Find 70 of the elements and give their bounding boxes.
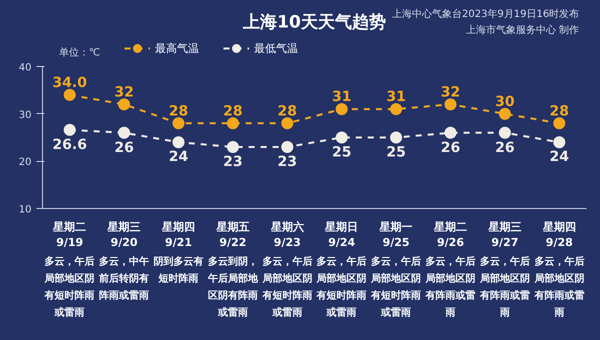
- data-label: 25: [386, 144, 406, 160]
- text: 多云，午后局部地区阴有阵雨或雷雨: [424, 256, 476, 319]
- legend-label: 最高气温: [155, 40, 199, 56]
- data-label: 31: [386, 89, 406, 106]
- data-label: 25: [332, 144, 352, 160]
- x-tick-label: 星期六 9/23: [270, 220, 304, 250]
- data-label: 23: [223, 154, 243, 170]
- point: [172, 117, 184, 130]
- data-label: 30: [495, 94, 515, 110]
- data-label: 26: [440, 140, 460, 156]
- point: [281, 140, 294, 153]
- data-label: 34.0: [52, 74, 88, 91]
- point: [281, 117, 294, 130]
- data-label: 26: [495, 140, 515, 156]
- text: 上海市气象服务中心 制作: [466, 24, 580, 36]
- text: 多云，午后局部地区阴有阵雨或雷雨: [478, 256, 530, 319]
- data-label: 26: [114, 140, 134, 156]
- x-tick-label: 星期三 9/20: [106, 220, 141, 250]
- x-tick-label: 星期三 9/27: [487, 220, 522, 250]
- data-label: 32: [114, 84, 134, 100]
- text: 多云，中午前后转阴有阵雨或雷雨: [98, 256, 150, 302]
- data-label: 26.6: [52, 136, 87, 153]
- point: [226, 117, 239, 130]
- point: [498, 108, 511, 120]
- x-tick-label: 星期二 9/26: [433, 220, 467, 250]
- x-tick-label: 星期二 9/19: [52, 220, 86, 250]
- text: 多云，午后局部地区阴有阵雨或雷雨: [533, 256, 584, 319]
- y-tick-label: 30: [18, 110, 32, 121]
- point: [390, 103, 402, 116]
- point: [118, 98, 130, 110]
- point: [64, 88, 76, 101]
- point: [553, 117, 566, 130]
- text: 多云，午后局部地区阴有短时阵雨或雷雨: [44, 256, 95, 319]
- data-label: 28: [168, 103, 188, 120]
- data-label: 23: [278, 154, 298, 170]
- y-axis-title: 单位：℃: [58, 46, 100, 58]
- point: [444, 98, 456, 110]
- text: 多云，午后局部地区阴有短时阵雨或雷雨: [316, 256, 367, 319]
- x-tick-label: 星期五 9/22: [215, 220, 250, 250]
- point: [336, 103, 348, 116]
- text: 阴到多云有短时阵雨: [154, 256, 204, 285]
- data-label: 28: [550, 103, 570, 120]
- data-label: 32: [440, 84, 460, 100]
- point: [64, 124, 76, 136]
- point: [226, 140, 239, 153]
- text: 上海中心气象台2023年9月19日16时发布: [392, 8, 580, 20]
- text: 多云，午后局部地区阴有短时阵雨或雷雨: [370, 256, 422, 319]
- data-label: 28: [223, 103, 243, 120]
- x-tick-label: 星期四 9/21: [161, 220, 195, 250]
- data-label: 24: [550, 149, 570, 166]
- x-tick-label: 星期日 9/24: [324, 220, 358, 250]
- y-tick-label: 20: [18, 157, 32, 168]
- point: [390, 132, 402, 144]
- x-tick-label: 星期一 9/25: [378, 220, 413, 250]
- y-tick-label: 40: [18, 62, 32, 74]
- point: [444, 126, 456, 139]
- point: [118, 126, 130, 139]
- data-label: 24: [168, 149, 188, 166]
- text: 多云，午后局部地区阴有短时阵雨或雷雨: [261, 256, 312, 319]
- data-label: 28: [278, 103, 298, 120]
- point: [172, 136, 184, 148]
- chart-title: 上海10天天气趋势: [242, 12, 386, 32]
- point: [553, 136, 566, 148]
- x-tick-label: 星期四 9/28: [542, 220, 576, 250]
- legend-label: 最低气温: [254, 40, 298, 56]
- data-label: 31: [332, 89, 352, 106]
- point: [336, 132, 348, 144]
- point: [498, 126, 511, 139]
- y-tick-label: 10: [18, 204, 32, 216]
- text: 多云到阴，午后局部地区阴有阵雨或雷雨: [206, 256, 259, 319]
